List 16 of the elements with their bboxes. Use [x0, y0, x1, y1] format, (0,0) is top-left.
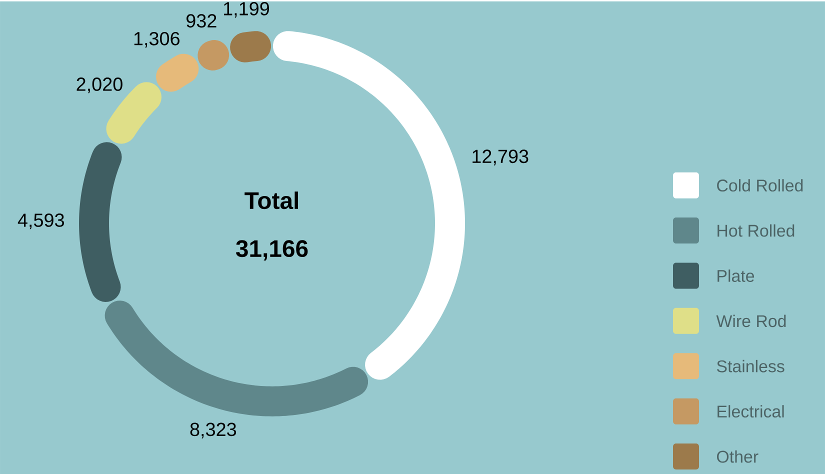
data-label: 932 [186, 14, 216, 28]
data-label: 1,306 [134, 32, 180, 48]
legend-label: Wire Rod [716, 314, 786, 327]
text: Total [244, 191, 298, 209]
data-label: 4,593 [18, 213, 64, 229]
data-label: 2,020 [76, 77, 122, 93]
legend-label: Stainless [716, 360, 784, 372]
legend-label: Cold Rolled [717, 178, 803, 192]
text: 31,166 [236, 240, 308, 260]
legend-label: Hot Rolled [718, 224, 794, 237]
legend-label: Plate [718, 269, 754, 282]
data-label: 1,199 [224, 2, 270, 18]
data-label: 12,793 [472, 150, 528, 166]
legend-label: Other [717, 450, 758, 463]
data-label: 8,323 [190, 422, 236, 438]
legend-label: Electrical [718, 404, 784, 418]
